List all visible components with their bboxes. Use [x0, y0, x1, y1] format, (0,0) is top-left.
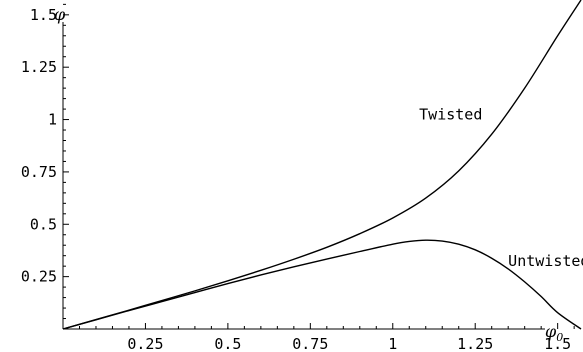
- x-tick-label: 0.75: [292, 335, 328, 352]
- x-tick-label: 0.25: [127, 335, 163, 352]
- y-tick-label: 1: [48, 111, 57, 129]
- annotation-untwisted: Untwisted: [508, 252, 583, 270]
- axes: [62, 22, 545, 330]
- x-axis-title-symbol: φ: [545, 322, 557, 341]
- series-twisted-line: [62, 0, 582, 330]
- y-axis-title: φ: [54, 5, 66, 24]
- ticks: [63, 3, 575, 329]
- y-tick-label: 0.5: [30, 215, 57, 233]
- y-tick-label: 0.75: [21, 163, 57, 181]
- x-axis-title: φ0: [545, 322, 563, 344]
- y-tick-label: 1.25: [21, 58, 57, 76]
- y-tick-label: 1.5: [30, 6, 57, 24]
- tick-labels: 0.25 0.5 0.75 1 1.25 1.5 0.25 0.5 0.75 1 1.25 1.5: [21, 6, 571, 352]
- x-tick-label: 1: [388, 335, 397, 352]
- x-tick-label: 1.5: [544, 335, 571, 352]
- x-axis-title-subscript: 0: [556, 331, 563, 344]
- annotations: Twisted Untwisted: [419, 106, 583, 271]
- x-tick-label: 0.5: [214, 335, 241, 352]
- annotation-twisted: Twisted: [419, 106, 482, 124]
- y-tick-label: 0.25: [21, 268, 57, 286]
- series-untwisted-line: [62, 239, 582, 330]
- x-tick-label: 1.25: [457, 335, 493, 352]
- curves: [62, 0, 582, 330]
